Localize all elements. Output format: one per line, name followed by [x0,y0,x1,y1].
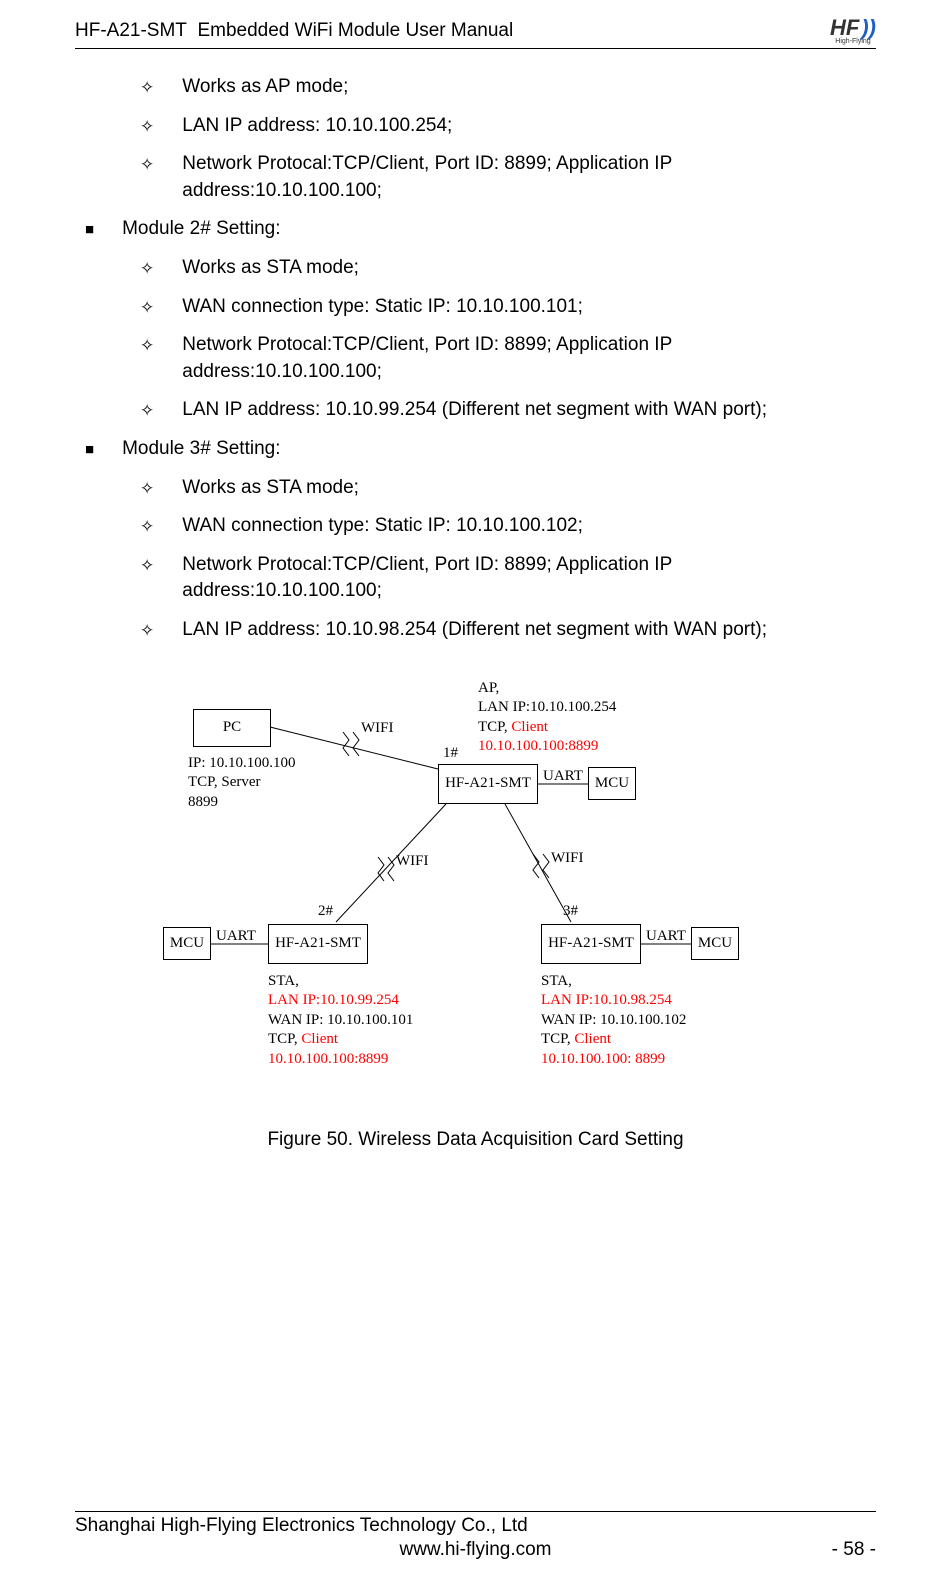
bullet-text: LAN IP address: 10.10.100.254; [182,113,452,140]
footer-website: www.hi-flying.com [75,1539,876,1561]
mcu-2-box: MCU [163,927,211,960]
wifi-label-1: WIFI [361,719,394,739]
sta3-lan: LAN IP:10.10.98.254 [541,991,686,1011]
module-2-box: HF-A21-SMT [268,924,368,964]
ap-lan: LAN IP:10.10.100.254 [478,698,616,718]
uart-label-1: UART [543,767,583,787]
sta2-addr: 10.10.100.100:8899 [268,1050,413,1070]
pc-box: PC [193,709,271,747]
sta2-mode: STA, [268,972,413,992]
pc-port: 8899 [188,793,296,813]
uart-label-2: UART [216,927,256,947]
node-1-num: 1# [443,744,458,764]
node-2-num: 2# [318,902,333,922]
bullet-text: Works as STA mode; [182,475,359,502]
sta2-wan: WAN IP: 10.10.100.101 [268,1011,413,1031]
diamond-bullet-icon: ✧ [140,334,154,358]
module-2-label: HF-A21-SMT [275,935,361,952]
pc-info: IP: 10.10.100.100 TCP, Server 8899 [188,754,296,813]
bullet-text: WAN connection type: Static IP: 10.10.10… [182,513,583,540]
mcu-2-label: MCU [170,935,204,952]
mcu-1-box: MCU [588,767,636,800]
wifi-label-3: WIFI [551,849,584,869]
ap-info: AP, LAN IP:10.10.100.254 TCP, Client 10.… [478,679,616,757]
bullet-text: WAN connection type: Static IP: 10.10.10… [182,294,583,321]
content-area: ✧ Works as AP mode; ✧ LAN IP address: 10.1… [75,74,876,644]
diamond-bullet-icon: ✧ [140,153,154,177]
page-footer: Shanghai High-Flying Electronics Technol… [75,1511,876,1561]
sta3-info: STA, LAN IP:10.10.98.254 WAN IP: 10.10.1… [541,972,686,1070]
sta2-lan: LAN IP:10.10.99.254 [268,991,413,1011]
sta3-mode: STA, [541,972,686,992]
bullet-text: Network Protocal:TCP/Client, Port ID: 88… [182,151,876,204]
sta2-info: STA, LAN IP:10.10.99.254 WAN IP: 10.10.1… [268,972,413,1070]
mcu-1-label: MCU [595,775,629,792]
mcu-3-label: MCU [698,935,732,952]
square-bullet-icon: ■ [85,219,94,240]
diamond-bullet-icon: ✧ [140,76,154,100]
uart-label-3: UART [646,927,686,947]
bullet-text: Network Protocal:TCP/Client, Port ID: 88… [182,552,876,605]
diamond-bullet-icon: ✧ [140,515,154,539]
ap-addr: 10.10.100.100:8899 [478,737,616,757]
page-header: HF-A21-SMT Embedded WiFi Module User Man… [75,20,876,49]
sta2-tcp-client: Client [301,1031,338,1047]
module-3-box: HF-A21-SMT [541,924,641,964]
node-3-num: 3# [563,902,578,922]
diamond-bullet-icon: ✧ [140,619,154,643]
logo-subtext: High-Flying [830,38,876,45]
bullet-text: Network Protocal:TCP/Client, Port ID: 88… [182,332,876,385]
diamond-bullet-icon: ✧ [140,399,154,423]
bullet-text: Module 2# Setting: [122,216,280,243]
header-title: HF-A21-SMT Embedded WiFi Module User Man… [75,20,513,42]
diamond-bullet-icon: ✧ [140,257,154,281]
diamond-bullet-icon: ✧ [140,296,154,320]
manual-title: Embedded WiFi Module User Manual [197,20,513,41]
figure-caption: Figure 50. Wireless Data Acquisition Car… [75,1129,876,1151]
bullet-text: LAN IP address: 10.10.98.254 (Different … [182,617,767,644]
wireless-diagram: PC IP: 10.10.100.100 TCP, Server 8899 WI… [163,674,788,1104]
model-number: HF-A21-SMT [75,20,187,41]
sta3-tcp-client: Client [574,1031,611,1047]
ap-tcp-client: Client [511,719,548,735]
pc-label: PC [223,719,241,736]
sta2-tcp-prefix: TCP, [268,1031,301,1047]
wifi-label-2: WIFI [396,852,429,872]
sta3-tcp-prefix: TCP, [541,1031,574,1047]
diamond-bullet-icon: ✧ [140,115,154,139]
bullet-text: LAN IP address: 10.10.99.254 (Different … [182,397,767,424]
logo: HF)) High-Flying [830,20,876,45]
sta3-addr: 10.10.100.100: 8899 [541,1050,686,1070]
pc-tcp: TCP, Server [188,773,296,793]
pc-ip: IP: 10.10.100.100 [188,754,296,774]
square-bullet-icon: ■ [85,439,94,460]
module-1-label: HF-A21-SMT [445,775,531,792]
sta3-wan: WAN IP: 10.10.100.102 [541,1011,686,1031]
module-3-label: HF-A21-SMT [548,935,634,952]
diamond-bullet-icon: ✧ [140,554,154,578]
bullet-text: Module 3# Setting: [122,436,280,463]
footer-company: Shanghai High-Flying Electronics Technol… [75,1515,528,1537]
ap-tcp-prefix: TCP, [478,719,511,735]
mcu-3-box: MCU [691,927,739,960]
diamond-bullet-icon: ✧ [140,477,154,501]
ap-mode: AP, [478,679,616,699]
bullet-text: Works as STA mode; [182,255,359,282]
module-1-box: HF-A21-SMT [438,764,538,804]
bullet-text: Works as AP mode; [182,74,348,101]
